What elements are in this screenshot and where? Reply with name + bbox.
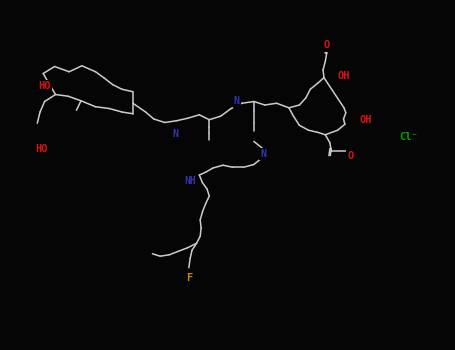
Text: O: O	[347, 152, 354, 161]
Text: OH: OH	[359, 115, 372, 125]
Text: N: N	[234, 97, 239, 106]
Text: HO: HO	[39, 81, 51, 91]
Text: N: N	[260, 149, 266, 159]
Text: O: O	[324, 41, 330, 50]
Text: N: N	[172, 129, 178, 139]
Text: NH: NH	[184, 176, 196, 186]
Text: Cl⁻: Cl⁻	[399, 132, 418, 142]
Text: F: F	[186, 273, 192, 283]
Text: HO: HO	[35, 144, 48, 154]
Text: OH: OH	[338, 71, 350, 81]
